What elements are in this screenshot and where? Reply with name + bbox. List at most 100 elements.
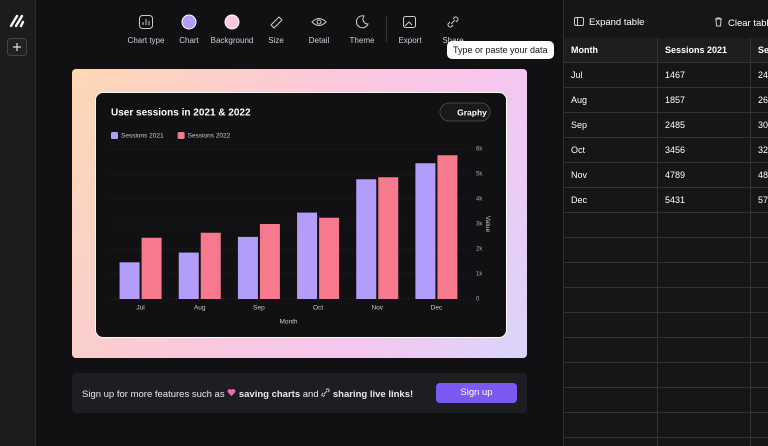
expand-table[interactable]: Expand table	[574, 17, 644, 28]
label: Clear table	[728, 18, 768, 29]
toolbar-button[interactable]: Detail	[289, 14, 349, 45]
chart: User sessions in 2021 & 2022 Graphy 0 1k 2…	[111, 102, 491, 326]
table-cell[interactable]	[751, 263, 768, 288]
toolbar-button[interactable]: Chart	[159, 14, 219, 45]
legend-label: Sessions 2021	[121, 133, 164, 140]
table-cell[interactable]	[658, 438, 751, 446]
table-cell[interactable]: Aug	[564, 88, 658, 113]
y-tick-label: 3k	[476, 222, 483, 228]
table-cell[interactable]: 1857	[658, 88, 751, 113]
table-cell[interactable]	[658, 238, 751, 263]
label: Chart type	[127, 36, 165, 45]
label: Share	[442, 36, 463, 45]
table-cell[interactable]: 4789	[658, 163, 751, 188]
table-cell[interactable]: 3456	[658, 138, 751, 163]
table-cell[interactable]	[751, 238, 768, 263]
table-cell[interactable]	[751, 388, 768, 413]
legend-label: Sessions 2022	[188, 133, 231, 140]
x-tick-label: Sep	[253, 305, 265, 312]
table-cell[interactable]: 1467	[658, 63, 751, 88]
divider	[386, 16, 387, 42]
table-cell[interactable]: Nov	[564, 163, 658, 188]
toolbar-button[interactable]: Share	[423, 14, 483, 45]
toolbar-button[interactable]: Theme	[332, 14, 392, 45]
bar	[119, 262, 140, 299]
table-cell[interactable]: Oct	[564, 138, 658, 163]
logo[interactable]	[9, 13, 25, 29]
link-icon	[321, 388, 330, 397]
table-cell[interactable]	[751, 413, 768, 438]
table-cell[interactable]	[658, 363, 751, 388]
table-cell[interactable]	[564, 388, 658, 413]
table-cell[interactable]: Jul	[564, 63, 658, 88]
table-cell[interactable]	[658, 213, 751, 238]
text: sharing live links!	[332, 389, 414, 400]
table-cell[interactable]: Dec	[564, 188, 658, 213]
table-cell[interactable]	[751, 313, 768, 338]
table-cell[interactable]	[564, 238, 658, 263]
table-cell[interactable]	[564, 363, 658, 388]
clear-table[interactable]: Clear table	[714, 17, 768, 29]
bar	[319, 217, 340, 299]
table-cell[interactable]: 5750	[751, 188, 768, 213]
table-cell[interactable]: 3000	[751, 113, 768, 138]
table-cell[interactable]	[564, 213, 658, 238]
header-cell: Month	[564, 38, 658, 63]
table-cell[interactable]	[658, 338, 751, 363]
table-cell[interactable]	[751, 363, 768, 388]
bar	[297, 212, 318, 299]
label: Size	[268, 36, 284, 45]
table-cell[interactable]	[751, 338, 768, 363]
table-cell[interactable]: 4870	[751, 163, 768, 188]
tooltip: Type or paste your data	[447, 41, 554, 59]
toolbar-button[interactable]: Background	[202, 14, 262, 45]
x-tick-label: Oct	[313, 305, 323, 312]
badge-text: Graphy	[457, 107, 487, 117]
y-tick-label: 2k	[476, 247, 483, 253]
toolbar-button[interactable]: Chart type	[116, 14, 176, 45]
table-cell[interactable]	[751, 438, 768, 446]
y-tick-label: 6k	[476, 147, 483, 153]
data-panel: Expand table Clear table Month Sessions 2…	[563, 0, 768, 446]
y-tick-label: 0	[476, 297, 480, 303]
legend-swatch	[177, 132, 185, 139]
table-cell[interactable]	[564, 313, 658, 338]
add-button[interactable]	[7, 38, 27, 56]
table-cell[interactable]: 2485	[658, 113, 751, 138]
toolbar-button[interactable]: Export	[380, 14, 440, 45]
table-cell[interactable]	[564, 413, 658, 438]
heart-icon	[227, 389, 236, 396]
banner-text: Sign up for more features such as saving…	[82, 388, 413, 400]
y-tick-label: 5k	[476, 172, 483, 178]
table-cell[interactable]: 5431	[658, 188, 751, 213]
header-cell: Sessions 2022	[751, 38, 768, 63]
table-cell[interactable]	[751, 288, 768, 313]
table-cell[interactable]: 3250	[751, 138, 768, 163]
table-cell[interactable]	[658, 388, 751, 413]
table-cell[interactable]	[751, 213, 768, 238]
y-tick-label: 4k	[476, 197, 483, 203]
label: Background	[210, 36, 254, 45]
table-cell[interactable]	[658, 313, 751, 338]
label: Export	[398, 36, 422, 45]
table-cell[interactable]	[564, 263, 658, 288]
text: saving charts	[238, 389, 301, 400]
table-cell[interactable]	[658, 263, 751, 288]
chart-frame: User sessions in 2021 & 2022 Graphy 0 1k 2…	[95, 92, 507, 338]
table-cell[interactable]	[564, 288, 658, 313]
x-tick-label: Aug	[194, 305, 206, 312]
bar	[141, 237, 162, 299]
table-cell[interactable]	[564, 438, 658, 446]
table-cell[interactable]: 2450	[751, 63, 768, 88]
x-tick-label: Dec	[431, 305, 443, 312]
table-cell[interactable]: Sep	[564, 113, 658, 138]
table-cell[interactable]: 2650	[751, 88, 768, 113]
signup-button[interactable]: Sign up	[436, 383, 517, 403]
toolbar-button[interactable]: Size	[246, 14, 306, 45]
table-cell[interactable]	[564, 338, 658, 363]
table-cell[interactable]	[658, 288, 751, 313]
bar	[378, 177, 399, 299]
table-cell[interactable]	[658, 413, 751, 438]
